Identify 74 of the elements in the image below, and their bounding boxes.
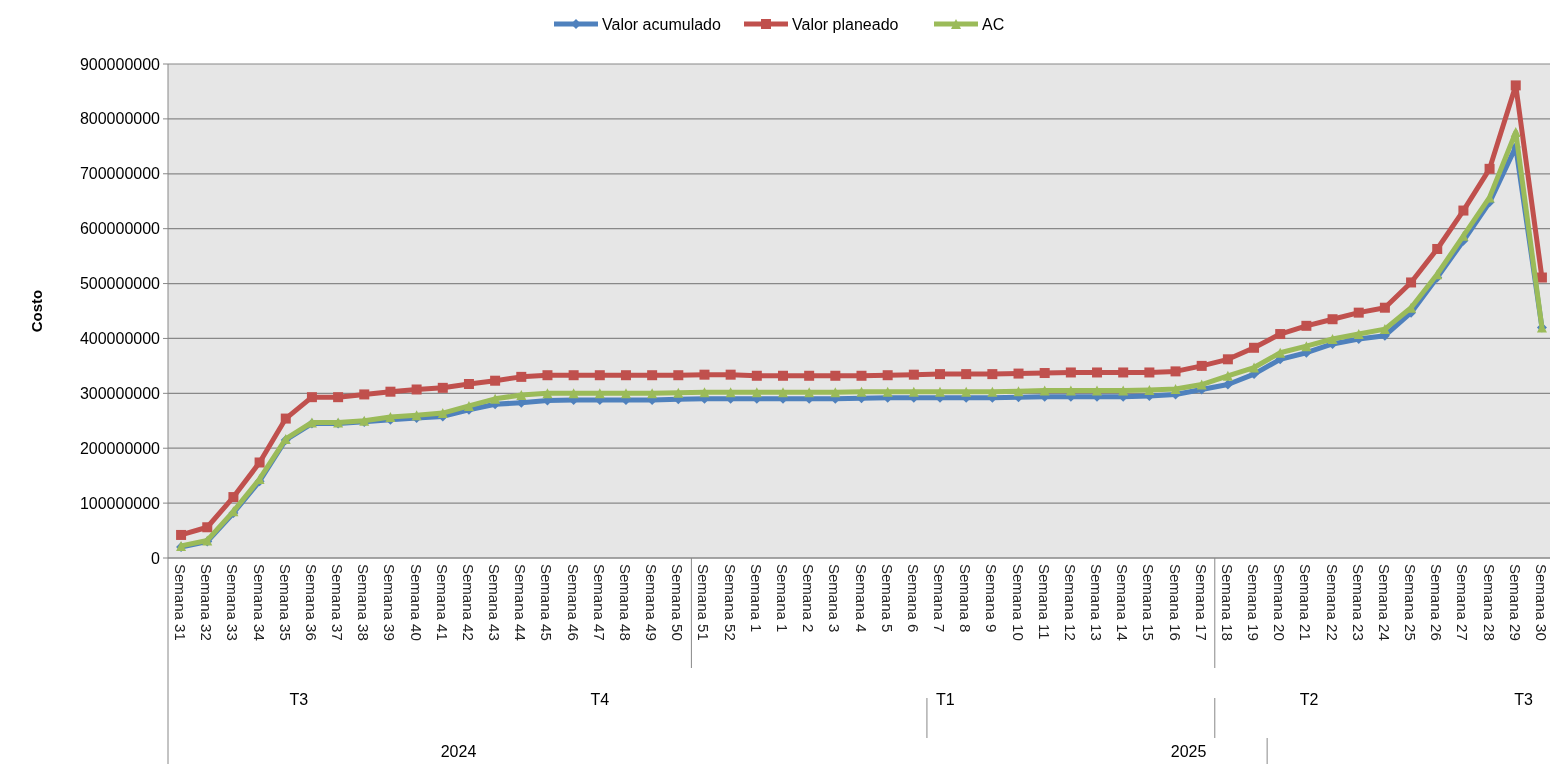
x-tick-label: Semana 32 [198, 564, 216, 641]
y-tick-label: 0 [151, 549, 161, 567]
text: T4 [590, 691, 610, 708]
y-tick-label: 400000000 [79, 330, 161, 348]
x-tick-label: Semana 4 [852, 564, 870, 633]
x-tick-label: Semana 13 [1088, 564, 1106, 641]
y-tick-label: 800000000 [79, 110, 161, 128]
y-tick-label: 600000000 [79, 220, 161, 238]
y-tick-label: 900000000 [79, 55, 161, 73]
x-tick-label: Semana 2 [800, 564, 818, 633]
x-tick-label: Semana 42 [459, 564, 477, 641]
x-tick-label: Semana 29 [1506, 564, 1524, 641]
x-tick-label: Semana 33 [224, 564, 242, 641]
x-tick-label: Semana 49 [643, 564, 661, 641]
x-tick-label: Semana 10 [1009, 564, 1027, 641]
x-tick-label: Semana 51 [695, 564, 713, 641]
x-tick-label: Semana 37 [329, 564, 347, 641]
text: T2 [1299, 691, 1319, 708]
x-tick-label: Semana 44 [512, 564, 530, 641]
y-tick-label: 300000000 [79, 384, 161, 402]
legend-label: Valor planeado [792, 15, 899, 33]
legend-label: Valor acumulado [602, 15, 721, 33]
x-tick-label: Semana 45 [538, 564, 556, 641]
text: 2025 [1170, 743, 1207, 760]
y-tick-label: 100000000 [79, 494, 161, 512]
x-tick-label: Semana 50 [669, 564, 687, 641]
legend-label: AC [982, 15, 1005, 33]
x-tick-label: Semana 7 [931, 564, 949, 633]
x-tick-label: Semana 14 [1114, 564, 1132, 641]
x-tick-label: Semana 47 [590, 564, 608, 641]
x-tick-label: Semana 31 [172, 564, 190, 641]
x-tick-label: Semana 16 [1166, 564, 1184, 641]
x-tick-label: Semana 23 [1349, 564, 1367, 641]
x-tick-label: Semana 28 [1480, 564, 1498, 641]
x-tick-label: Semana 19 [1245, 564, 1263, 641]
x-tick-label: Semana 27 [1454, 564, 1472, 641]
x-tick-label: Semana 40 [407, 564, 425, 641]
text: T3 [289, 691, 309, 708]
x-tick-label: Semana 26 [1428, 564, 1446, 641]
text: T1 [935, 691, 955, 708]
x-tick-label: Semana 1 [747, 564, 765, 633]
y-tick-label: 500000000 [79, 275, 161, 293]
x-tick-label: Semana 6 [904, 564, 922, 633]
x-tick-label: Semana 5 [878, 564, 896, 633]
x-tick-label: Semana 25 [1402, 564, 1420, 641]
x-tick-label: Semana 46 [564, 564, 582, 641]
x-tick-label: Semana 38 [355, 564, 373, 641]
text: T3 [1514, 691, 1534, 708]
x-tick-label: Semana 8 [957, 564, 975, 633]
x-tick-label: Semana 52 [721, 564, 739, 641]
x-tick-label: Semana 18 [1218, 564, 1236, 641]
x-tick-label: Semana 3 [826, 564, 844, 633]
x-tick-label: Semana 9 [983, 564, 1001, 633]
x-tick-label: Semana 21 [1297, 564, 1315, 641]
x-tick-label: Semana 17 [1192, 564, 1210, 641]
x-tick-label: Semana 34 [250, 564, 268, 641]
x-tick-label: Semana 36 [302, 564, 320, 641]
x-tick-label: Semana 11 [1035, 564, 1053, 640]
x-tick-label: Semana 22 [1323, 564, 1341, 641]
x-tick-label: Semana 39 [381, 564, 399, 641]
x-tick-label: Semana 15 [1140, 564, 1158, 641]
x-tick-label: Semana 1 [773, 564, 791, 633]
text: 2024 [440, 743, 477, 760]
x-tick-label: Semana 12 [1061, 564, 1079, 641]
x-tick-label: Semana 20 [1271, 564, 1289, 641]
x-tick-label: Semana 48 [616, 564, 634, 641]
y-tick-label: 200000000 [79, 439, 161, 457]
x-tick-label: Semana 24 [1375, 564, 1393, 641]
x-tick-label: Semana 43 [486, 564, 504, 641]
x-tick-label: Semana 35 [276, 564, 294, 641]
y-axis-title: Costo [28, 289, 45, 333]
y-tick-label: 700000000 [79, 165, 161, 183]
x-tick-label: Semana 41 [433, 564, 451, 641]
x-tick-label: Semana 30 [1532, 564, 1550, 641]
